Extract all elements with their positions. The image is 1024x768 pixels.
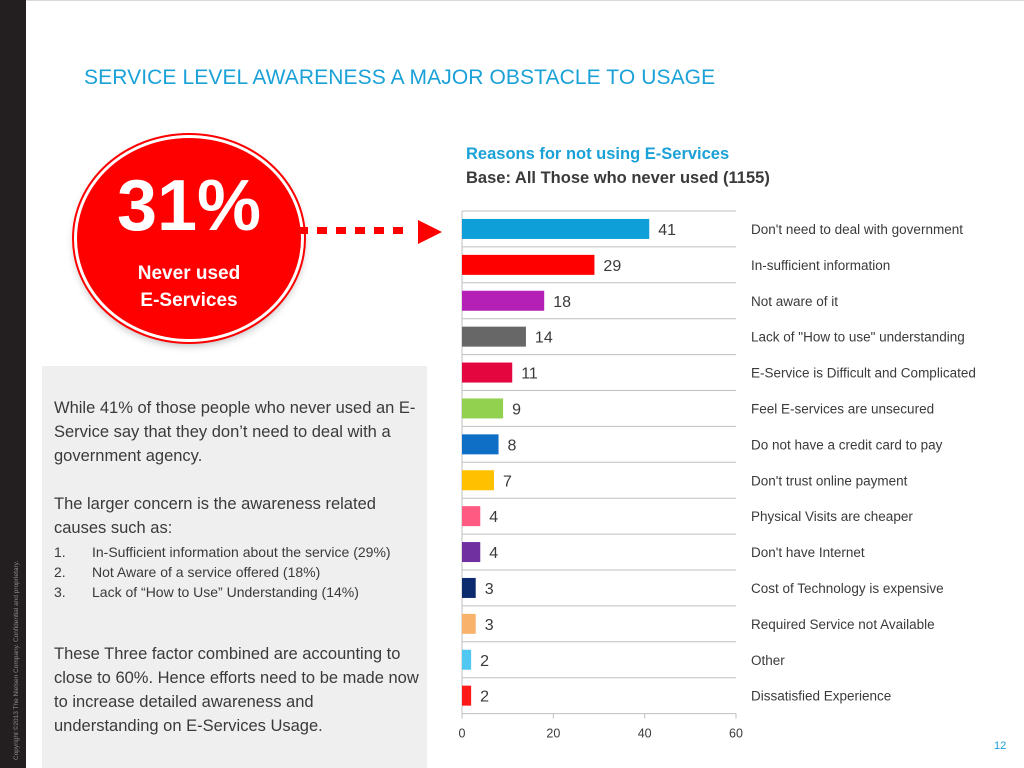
dotted-arrow-shaft — [298, 224, 416, 238]
bar — [462, 398, 504, 419]
page-number: 12 — [994, 740, 1007, 752]
list-item: 1. In-Sufficient information about the se… — [54, 542, 419, 562]
data-label: 18 — [553, 294, 571, 311]
data-label: 11 — [521, 366, 538, 383]
panel-paragraph-1: While 41% of those people who never used… — [54, 399, 416, 465]
category-label: Dissatisfied Experience — [751, 689, 891, 704]
data-label: 29 — [603, 258, 621, 275]
bar — [462, 434, 499, 455]
callout-label-line2: E-Services — [140, 290, 238, 311]
category-label: Physical Visits are cheaper — [751, 509, 913, 524]
list-item-number: 3. — [54, 584, 66, 600]
data-label: 3 — [485, 581, 494, 598]
chart-title: Reasons for not using E-Services — [466, 145, 730, 163]
chart-subtitle: Base: All Those who never used (1155) — [466, 169, 770, 187]
data-label: 3 — [485, 617, 494, 634]
callout-percent: 31% — [116, 166, 262, 246]
bar — [462, 649, 472, 670]
data-label: 14 — [535, 330, 553, 347]
data-label: 7 — [503, 473, 512, 490]
data-label: 4 — [489, 545, 498, 562]
category-label: Cost of Technology is expensive — [751, 581, 944, 596]
bar — [462, 218, 650, 239]
category-label: Required Service not Available — [751, 617, 935, 632]
panel-paragraph-2: The larger concern is the awareness rela… — [54, 495, 376, 537]
insight-text-panel: While 41% of those people who never used… — [42, 366, 427, 768]
category-label: Don't trust online payment — [751, 473, 908, 488]
arrow-head-icon — [418, 220, 442, 244]
category-label: Don't have Internet — [751, 545, 865, 560]
bar — [462, 577, 476, 598]
panel-paragraph-3: These Three factor combined are accounti… — [54, 645, 419, 735]
x-tick-label: 20 — [546, 727, 560, 741]
category-label: Don't need to deal with government — [751, 222, 963, 237]
bar — [462, 290, 545, 311]
data-label: 9 — [512, 401, 521, 418]
category-label: E-Service is Difficult and Complicated — [751, 366, 976, 381]
bar — [462, 542, 481, 563]
list-item-text: Lack of “How to Use” Understanding (14%) — [92, 584, 359, 600]
category-label: In-sufficient information — [751, 258, 890, 273]
category-label: Lack of "How to use" understanding — [751, 330, 965, 345]
list-item: 2. Not Aware of a service offered (18%) — [54, 562, 419, 582]
x-tick-label: 60 — [729, 727, 743, 741]
chart-heading: Reasons for not using E-Services Base: A… — [466, 142, 770, 190]
x-tick-label: 0 — [459, 727, 466, 741]
category-label: Other — [751, 653, 785, 668]
copyright-notice: Copyright ©2013 The Nielsen Company. Con… — [13, 560, 20, 760]
data-label: 2 — [480, 689, 489, 706]
top-rule — [26, 0, 1024, 1]
category-label: Not aware of it — [751, 294, 838, 309]
bar — [462, 470, 494, 491]
callout-label-line1: Never used — [137, 263, 241, 284]
data-label: 41 — [658, 222, 676, 239]
bar — [462, 254, 595, 275]
bar — [462, 326, 526, 347]
list-item-number: 1. — [54, 544, 66, 560]
panel-list: 1. In-Sufficient information about the se… — [54, 542, 419, 602]
category-label: Feel E-services are unsecured — [751, 401, 934, 416]
x-tick-label: 40 — [638, 727, 652, 741]
list-item-text: In-Sufficient information about the serv… — [92, 544, 391, 560]
bar — [462, 613, 476, 634]
data-label: 2 — [480, 653, 489, 670]
list-item: 3. Lack of “How to Use” Understanding (14… — [54, 582, 419, 602]
data-label: 8 — [508, 437, 517, 454]
percent-callout-circle: 31% Never used E-Services — [74, 135, 304, 342]
list-item-number: 2. — [54, 564, 66, 580]
data-label: 4 — [489, 509, 498, 526]
bar — [462, 685, 472, 706]
bar — [462, 362, 513, 383]
slide-title: SERVICE LEVEL AWARENESS A MAJOR OBSTACLE… — [84, 66, 716, 89]
list-item-text: Not Aware of a service offered (18%) — [92, 564, 321, 580]
bar — [462, 506, 481, 527]
left-sidebar-bar — [0, 0, 26, 768]
category-label: Do not have a credit card to pay — [751, 437, 943, 452]
callout-label: Never used E-Services — [77, 260, 301, 314]
